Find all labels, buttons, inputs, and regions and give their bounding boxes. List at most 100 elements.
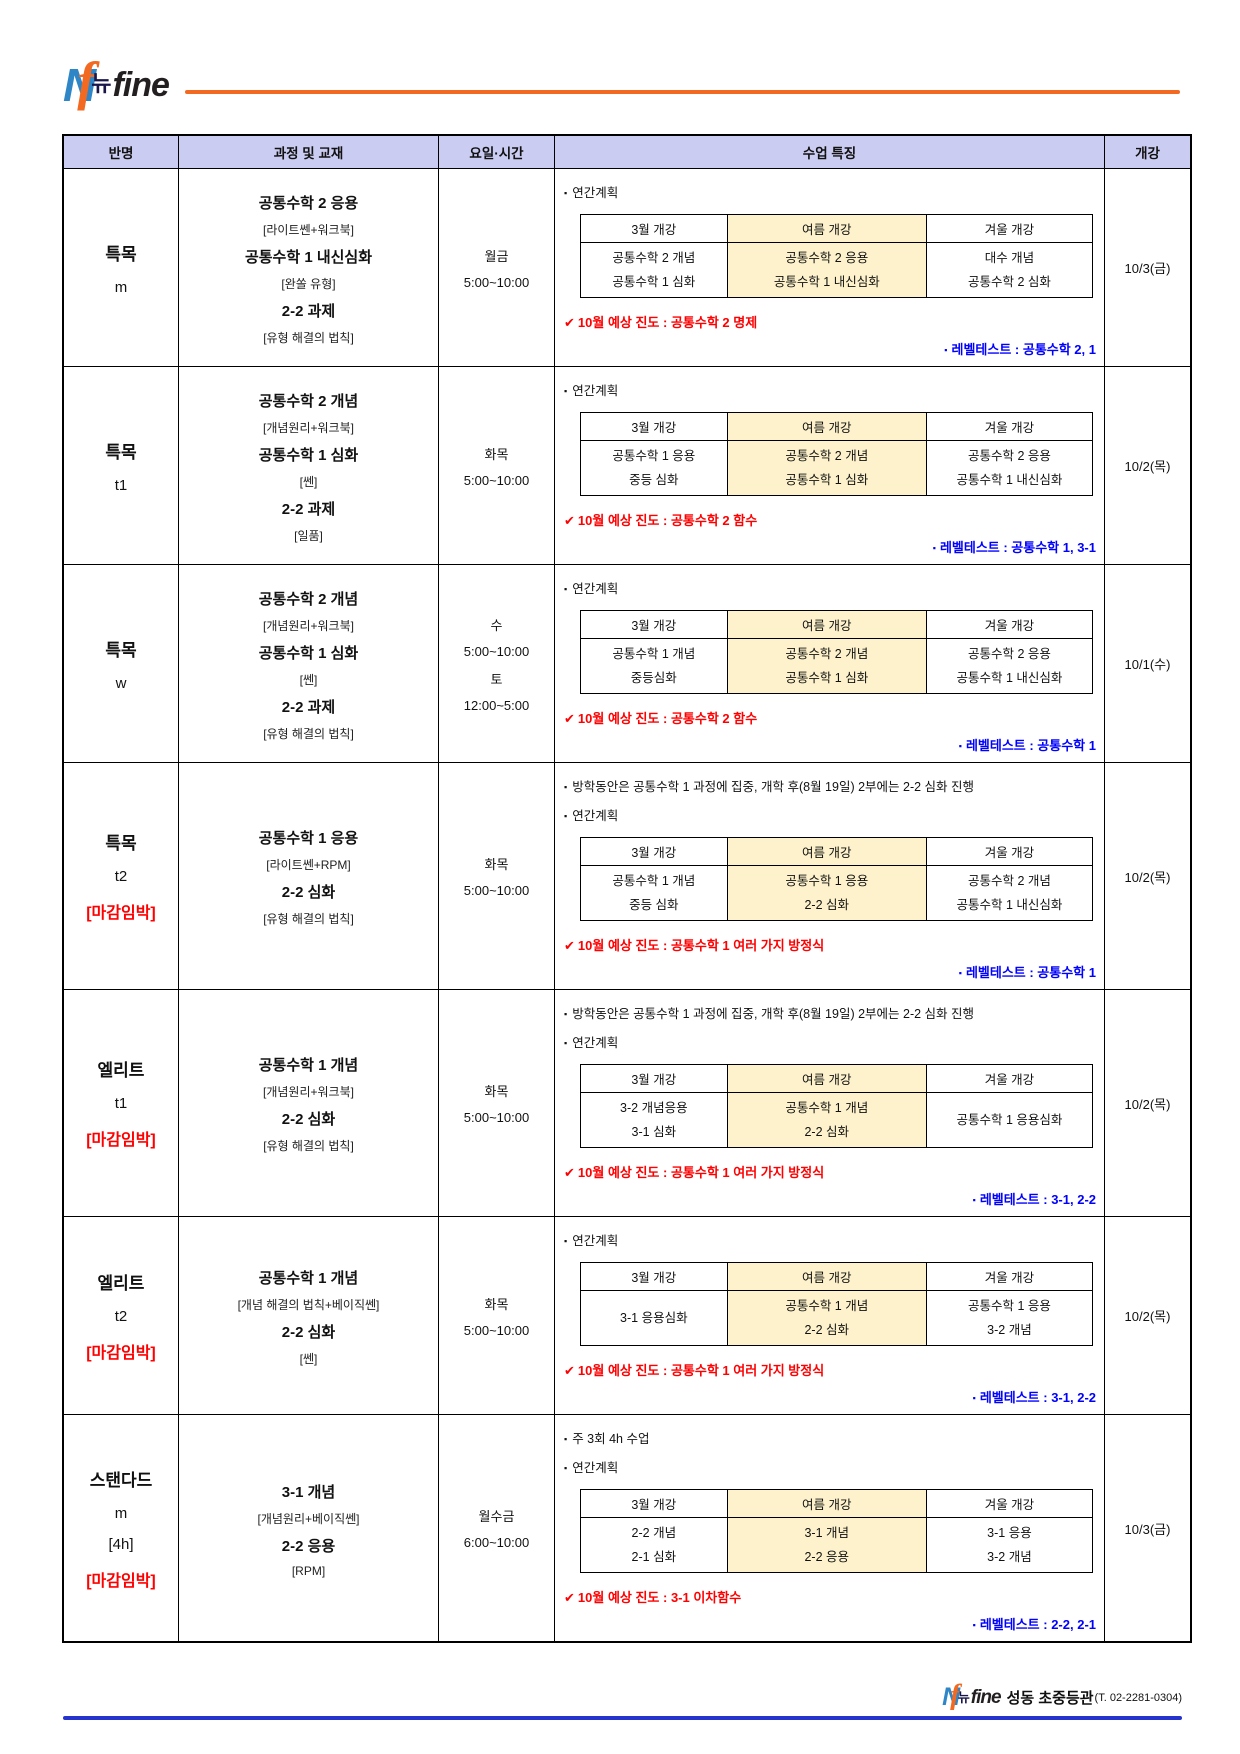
plan-cell: 공통수학 1 응용 3-2 개념	[925, 1290, 1092, 1345]
annual-plan-table: 3월 개강 여름 개강 겨울 개강 공통수학 2 개념 공통수학 1 심화 공통수학 2 …	[580, 214, 1093, 298]
logo-n-letter: N	[63, 59, 96, 111]
square-bullet-icon: ▪	[972, 1393, 976, 1403]
schedule-line: 화목	[484, 1084, 509, 1099]
textbook-label: [개념원리+워크북]	[263, 1085, 354, 1099]
start-date-cell: 10/2(목)	[1104, 762, 1190, 989]
table-row: 스탠다드 m [4h] [마감임박] 3-1 개념 [개념원리+베이직쎈] 2-2 응용 [R…	[64, 1414, 1190, 1641]
plan-course-line: 3-1 심화	[631, 1125, 677, 1139]
class-name-cell: 스탠다드 m [4h] [마감임박]	[64, 1414, 178, 1641]
table-row: 특목 t2 [마감임박] 공통수학 1 응용 [라이트쎈+RPM] 2-2 심화 [유형 해…	[64, 762, 1190, 989]
plan-course-line: 2-2 심화	[804, 898, 850, 912]
plan-column-header: 여름 개강	[726, 1065, 926, 1092]
schedule-line: 12:00~5:00	[463, 697, 530, 713]
class-name-line: t2	[114, 868, 128, 885]
plan-cell: 공통수학 1 개념 2-2 심화	[726, 1290, 926, 1345]
plan-course-line: 2-1 심화	[631, 1550, 677, 1564]
expected-progress-note: ✔ 10월 예상 진도 : 공통수학 2 명제	[564, 312, 1098, 331]
plan-column-header: 여름 개강	[726, 215, 926, 242]
square-bullet-icon: ▪	[932, 543, 936, 553]
annual-plan-table: 3월 개강 여름 개강 겨울 개강 공통수학 1 개념 중등 심화 공통수학 1 응용 2-…	[580, 837, 1093, 921]
level-test-note: ▪ 레벨테스트 : 공통수학 1	[564, 735, 1096, 754]
footer-logo-nyu-text: 뉴	[957, 1689, 970, 1705]
plan-column-header: 3월 개강	[631, 1498, 677, 1512]
plan-course-line: 공통수학 1 내신심화	[956, 898, 1063, 912]
footer-blue-rule	[63, 1716, 1182, 1720]
class-name-cell: 특목 t2 [마감임박]	[64, 762, 178, 989]
plan-column-header: 여름 개강	[726, 1490, 926, 1517]
closing-soon-badge: [마감임박]	[86, 1344, 156, 1362]
plan-course-line: 3-2 개념응용	[620, 1101, 688, 1115]
square-bullet-icon: ▪	[564, 1009, 568, 1019]
expected-progress-note: ✔ 10월 예상 진도 : 공통수학 1 여러 가지 방정식	[564, 1360, 1098, 1379]
feature-note: ▪ 방학동안은 공통수학 1 과정에 집중, 개학 후(8월 19일) 2부에는 …	[564, 1003, 1098, 1022]
schedule-line: 5:00~10:00	[463, 472, 530, 488]
branch-name-label: 성동 초중등관	[1006, 1690, 1094, 1707]
expected-progress-note: ✔ 10월 예상 진도 : 3-1 이차함수	[564, 1587, 1098, 1606]
course-title: 공통수학 1 내신심화	[244, 248, 373, 266]
square-bullet-icon: ▪	[564, 1236, 568, 1246]
class-name-cell: 특목 m	[64, 168, 178, 366]
expected-progress-note: ✔ 10월 예상 진도 : 공통수학 2 함수	[564, 708, 1098, 727]
level-test-note: ▪ 레벨테스트 : 3-1, 2-2	[564, 1387, 1096, 1406]
column-header-0: 반명	[64, 136, 178, 168]
check-icon: ✔	[564, 1590, 575, 1605]
plan-cell: 공통수학 2 개념 공통수학 1 심화	[726, 638, 926, 693]
plan-course-line: 공통수학 2 개념	[785, 449, 869, 463]
class-name-line: 특목	[105, 640, 137, 660]
feature-note: ▪ 연간계획	[564, 578, 1098, 597]
course-title: 공통수학 1 개념	[258, 1057, 359, 1074]
level-test-text: 레벨테스트 : 공통수학 1	[965, 738, 1096, 753]
column-header-4: 개강	[1104, 136, 1190, 168]
feature-note-text: 연간계획	[572, 1234, 619, 1248]
start-date-cell: 10/2(목)	[1104, 989, 1190, 1216]
schedule-line: 월수금	[478, 1509, 515, 1524]
check-icon: ✔	[564, 1165, 575, 1180]
plan-course-line: 공통수학 1 개념	[785, 1299, 869, 1313]
class-name-line: 특목	[105, 244, 137, 264]
plan-column-header: 3월 개강	[631, 421, 677, 435]
textbook-label: [라이트쎈+RPM]	[266, 858, 351, 872]
feature-note-text: 연간계획	[572, 809, 619, 823]
square-bullet-icon: ▪	[958, 968, 962, 978]
plan-course-line: 2-2 개념	[631, 1526, 677, 1540]
course-cell: 3-1 개념 [개념원리+베이직쎈] 2-2 응용 [RPM]	[178, 1414, 438, 1641]
plan-course-line: 공통수학 2 개념	[785, 647, 869, 661]
plan-cell: 공통수학 1 응용 2-2 심화	[726, 865, 926, 920]
start-date-cell: 10/2(목)	[1104, 366, 1190, 564]
textbook-label: [쎈]	[299, 672, 318, 687]
square-bullet-icon: ▪	[944, 345, 948, 355]
level-test-text: 레벨테스트 : 공통수학 1, 3-1	[939, 540, 1096, 555]
class-name-line: 스탠다드	[89, 1470, 153, 1490]
plan-course-line: 공통수학 1 개념	[612, 874, 696, 888]
feature-note-text: 방학동안은 공통수학 1 과정에 집중, 개학 후(8월 19일) 2부에는 2…	[572, 780, 975, 794]
expected-progress-text: 10월 예상 진도 : 공통수학 1 여러 가지 방정식	[577, 1165, 825, 1180]
class-name-line: 특목	[105, 834, 137, 853]
plan-course-line: 공통수학 1 응용	[967, 1299, 1051, 1313]
plan-course-line: 대수 개념	[984, 251, 1035, 265]
schedule-line: 5:00~10:00	[463, 1322, 530, 1338]
schedule-cell: 화목 5:00~10:00	[438, 762, 554, 989]
plan-column-header: 여름 개강	[726, 1263, 926, 1290]
features-cell: ▪ 주 3회 4h 수업 ▪ 연간계획 3월 개강 여름 개강 겨울 개강 2-2 개념 2-1…	[554, 1414, 1104, 1641]
class-name-line: 엘리트	[97, 1273, 145, 1293]
class-name-line: t2	[114, 1307, 128, 1325]
check-icon: ✔	[564, 711, 575, 726]
course-title: 2-2 심화	[281, 884, 336, 901]
annual-plan-table: 3월 개강 여름 개강 겨울 개강 2-2 개념 2-1 심화 3-1 개념 2-2 응용 3…	[580, 1489, 1093, 1573]
features-cell: ▪ 연간계획 3월 개강 여름 개강 겨울 개강 공통수학 1 개념 중등심화 공통수학 2 …	[554, 564, 1104, 762]
plan-course-line: 공통수학 2 개념	[612, 251, 696, 265]
plan-cell: 3-1 개념 2-2 응용	[726, 1517, 926, 1572]
plan-cell: 공통수학 1 개념 2-2 심화	[726, 1092, 926, 1147]
features-cell: ▪ 방학동안은 공통수학 1 과정에 집중, 개학 후(8월 19일) 2부에는 …	[554, 762, 1104, 989]
start-date-cell: 10/3(금)	[1104, 168, 1190, 366]
class-name-line: t1	[114, 476, 128, 494]
schedule-cell: 수 5:00~10:00 토 12:00~5:00	[438, 564, 554, 762]
plan-course-line: 공통수학 1 심화	[785, 473, 869, 487]
plan-cell: 3-2 개념응용 3-1 심화	[581, 1092, 727, 1147]
course-cell: 공통수학 1 응용 [라이트쎈+RPM] 2-2 심화 [유형 해결의 법칙]	[178, 762, 438, 989]
feature-note-text: 연간계획	[572, 1461, 619, 1475]
logo-fine-text: fine	[112, 65, 169, 104]
plan-course-line: 공통수학 2 심화	[967, 275, 1051, 289]
expected-progress-text: 10월 예상 진도 : 3-1 이차함수	[577, 1590, 742, 1605]
plan-column-header: 겨울 개강	[925, 611, 1092, 638]
